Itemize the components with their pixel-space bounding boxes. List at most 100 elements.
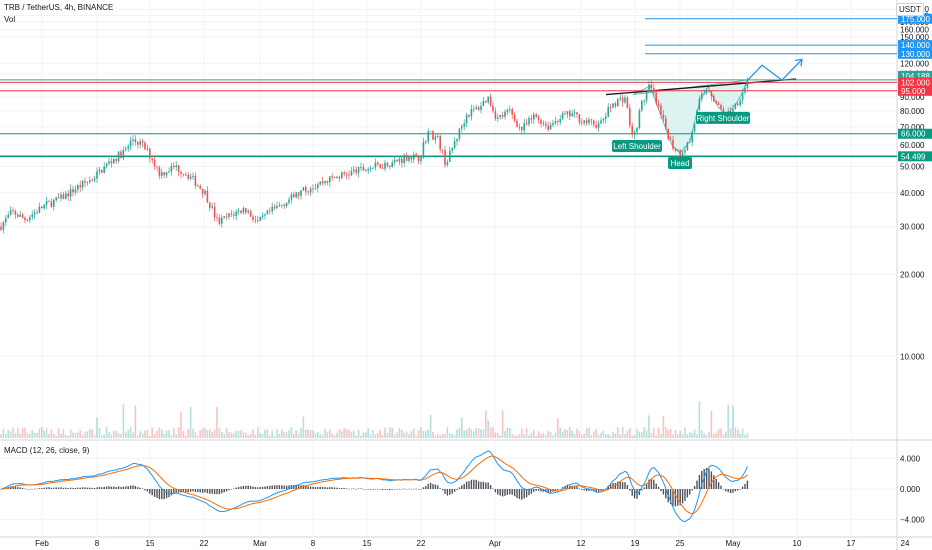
candle-body (708, 90, 710, 92)
price-tick-label: 150.000 (900, 33, 929, 42)
macd-histogram-bar (79, 487, 81, 489)
macd-histogram-bar (518, 489, 521, 499)
volume-bar (189, 406, 192, 438)
macd-histogram-bar (475, 479, 477, 489)
candle-body (470, 109, 473, 117)
candle-body (74, 189, 77, 193)
candle-body (501, 114, 504, 117)
candle-body (319, 181, 321, 185)
volume-bar (624, 434, 626, 438)
candle-body (597, 123, 600, 128)
volume-label: Vol (4, 15, 16, 24)
volume-bar (225, 428, 228, 438)
volume-bar (463, 430, 465, 438)
macd-histogram-bar (161, 489, 163, 500)
macd-histogram-bar (105, 486, 108, 489)
candle-body (55, 197, 57, 200)
macd-histogram-bar (403, 488, 405, 490)
macd-histogram-bar (566, 485, 569, 489)
volume-bar (408, 434, 410, 438)
macd-histogram-bar (151, 489, 153, 496)
volume-bar (492, 427, 494, 438)
macd-histogram-bar (693, 486, 696, 489)
candle-body (307, 191, 309, 193)
macd-histogram-bar (225, 489, 228, 492)
volume-bar (468, 427, 470, 438)
candle-body (139, 141, 141, 145)
volume-bar (729, 427, 732, 438)
volume-bar (710, 410, 713, 438)
candle-body (710, 91, 713, 97)
candle-body (295, 192, 297, 198)
volume-bar (422, 431, 425, 438)
volume-bar (542, 433, 545, 438)
volume-bar (669, 428, 672, 438)
candle-body (381, 167, 384, 169)
candle-body (631, 125, 633, 135)
volume-bar (81, 434, 84, 438)
volume-bar (482, 429, 485, 438)
macd-label[interactable]: MACD (12, 26, close, 9) (4, 446, 90, 455)
macd-histogram-bar (338, 488, 341, 489)
candle-body (739, 100, 741, 105)
candle-body (691, 131, 693, 143)
macd-histogram-bar (271, 485, 273, 489)
candle-body (533, 114, 535, 120)
macd-histogram-bar (192, 489, 194, 492)
macd-histogram-bar (175, 489, 177, 493)
macd-histogram-bar (643, 487, 645, 489)
candle-body (314, 187, 317, 189)
volume-bar (158, 427, 161, 438)
macd-histogram-bar (84, 487, 86, 489)
macd-histogram-bar (57, 487, 60, 489)
candle-body (345, 173, 348, 175)
volume-bar (43, 430, 45, 438)
volume-bar (312, 430, 314, 438)
macd-histogram-bar (273, 485, 276, 489)
candle-body (391, 162, 393, 167)
candle-body (259, 216, 261, 221)
volume-bar (151, 427, 153, 438)
macd-histogram-bar (360, 488, 362, 489)
macd-histogram-bar (497, 489, 499, 495)
price-tick-label: 30.000 (900, 223, 925, 232)
candle-body (237, 210, 240, 212)
macd-histogram-bar (307, 486, 309, 489)
volume-bar (266, 429, 269, 438)
candle-body (137, 142, 139, 145)
candle-body (273, 206, 276, 208)
macd-histogram-bar (177, 489, 180, 493)
volume-bar (245, 432, 247, 438)
volume-bar (141, 433, 144, 438)
candle-body (581, 122, 583, 124)
macd-histogram-bar (240, 486, 242, 489)
volume-bar (175, 434, 177, 438)
volume-bar (456, 429, 458, 438)
symbol-title[interactable]: TRB / TetherUS, 4h, BINANCE (4, 3, 114, 12)
macd-histogram-bar (297, 485, 300, 489)
volume-bar (650, 433, 653, 438)
time-tick-label: May (725, 539, 740, 548)
macd-histogram-bar (453, 489, 456, 492)
volume-bar (732, 405, 734, 438)
macd-histogram-bar (681, 489, 684, 504)
volume-bar (437, 434, 439, 438)
candle-body (252, 216, 254, 220)
volume-bar (213, 429, 216, 438)
volume-bar (103, 434, 105, 438)
macd-histogram-bar (158, 489, 161, 500)
price-tick-label: 120.000 (900, 59, 929, 68)
macd-histogram-bar (516, 489, 518, 499)
volume-bar (182, 430, 185, 438)
volume-bar (432, 431, 434, 438)
macd-histogram-bar (470, 479, 473, 489)
volume-bar (249, 434, 252, 438)
currency-badge[interactable]: USDT (896, 3, 924, 16)
volume-bar (29, 433, 31, 438)
macd-histogram-bar (607, 485, 609, 489)
volume-bar (55, 435, 57, 438)
candle-body (317, 184, 319, 188)
volume-bar (168, 429, 170, 438)
candle-body (355, 169, 357, 173)
time-tick-label: 15 (363, 539, 372, 548)
